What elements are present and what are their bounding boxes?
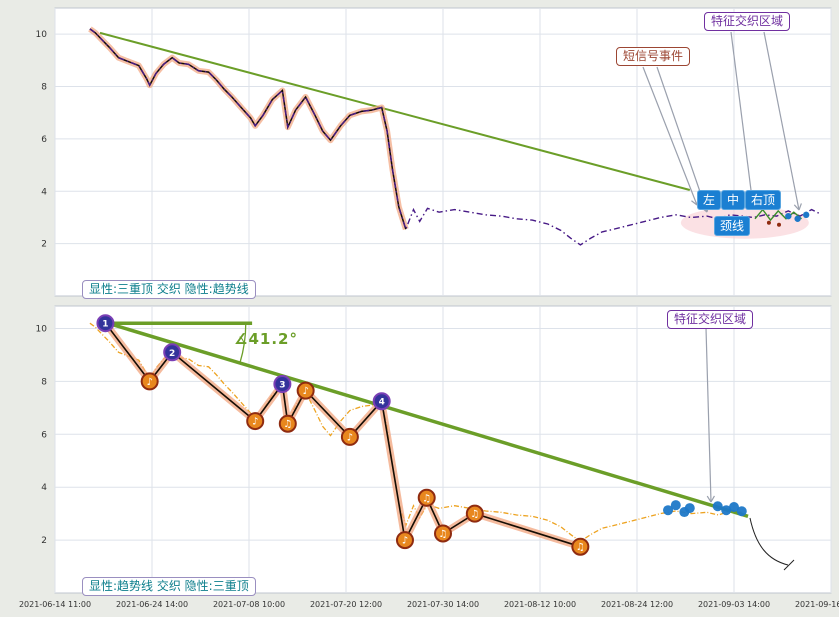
note-marker: ♪ (246, 412, 265, 431)
y-tick-label: 10 (36, 30, 48, 40)
svg-text:♪: ♪ (347, 432, 353, 443)
x-tick-label: 2021-07-30 14:00 (407, 600, 479, 609)
pivot-marker-4: 4 (372, 392, 391, 411)
note-marker: ♫ (434, 524, 452, 543)
annotation-arrow (656, 66, 708, 213)
pattern-mark (777, 222, 782, 227)
trend-line-bottom (107, 321, 749, 518)
middle-top-button[interactable]: 中 (721, 190, 746, 210)
svg-text:♪: ♪ (402, 536, 408, 547)
intersection-dot (712, 501, 723, 512)
note-marker: ♪ (296, 381, 315, 400)
angle-annotation: ∡41.2° (234, 330, 298, 348)
svg-text:♫: ♫ (422, 493, 431, 504)
neckline-button[interactable]: 颈线 (714, 216, 751, 236)
note-marker: ♫ (278, 414, 297, 433)
price-line-raw (89, 28, 820, 246)
y-tick-label: 4 (41, 187, 47, 197)
pivot-marker-1: 1 (96, 314, 115, 333)
svg-text:♪: ♪ (302, 386, 308, 397)
x-tick-label: 2021-08-12 10:00 (504, 600, 576, 609)
x-tick-label: 2021-08-24 12:00 (601, 600, 673, 609)
intersection-dot (670, 500, 681, 511)
bottom-chart-caption: 显性:趋势线 交织 隐性:三重顶 (82, 577, 256, 596)
y-tick-label: 8 (41, 377, 47, 387)
intersection-dot (721, 505, 732, 516)
pattern-dot (802, 211, 810, 219)
angle-arc (239, 323, 247, 364)
svg-text:4: 4 (379, 398, 385, 408)
annotation-arrow (730, 31, 754, 207)
x-tick-label: 2021-07-08 10:00 (213, 600, 285, 609)
note-marker: ♪ (340, 427, 359, 446)
trend-line-top (99, 31, 691, 191)
svg-text:♪: ♪ (146, 377, 152, 388)
y-tick-label: 4 (41, 483, 47, 493)
svg-text:♫: ♫ (283, 419, 292, 430)
svg-text:♫: ♫ (576, 542, 585, 553)
y-tick-label: 10 (36, 324, 48, 334)
y-tick-label: 2 (41, 536, 47, 546)
intersection-dot (736, 506, 747, 517)
x-tick-label: 2021-09-16 11:00 (795, 600, 839, 609)
top-chart-caption: 显性:三重顶 交织 隐性:趋势线 (82, 280, 256, 299)
svg-text:♫: ♫ (470, 509, 479, 520)
pattern-mark (766, 220, 771, 225)
note-marker: ♪ (395, 531, 414, 550)
annotation-arrow (705, 327, 712, 503)
x-tick-label: 2021-06-24 14:00 (116, 600, 188, 609)
left-top-button[interactable]: 左 (697, 190, 722, 210)
price-line-orange (89, 322, 742, 543)
intersection-dot (729, 502, 739, 513)
pointer-curve (749, 517, 789, 566)
svg-text:3: 3 (279, 381, 285, 391)
pattern-dot (794, 215, 801, 222)
note-marker: ♫ (417, 488, 436, 507)
pivot-marker-2: 2 (163, 343, 182, 362)
note-marker: ♫ (571, 537, 590, 556)
svg-text:2: 2 (169, 349, 175, 359)
note-marker: ♪ (140, 372, 159, 391)
y-tick-label: 6 (41, 135, 47, 145)
note-marker: ♫ (465, 504, 484, 523)
feature-zone-label-bottom: 特征交织区域 (667, 310, 754, 329)
svg-text:1: 1 (102, 320, 108, 330)
intersection-dot (684, 503, 695, 514)
pivot-marker-3: 3 (273, 375, 292, 394)
svg-text:♪: ♪ (252, 417, 258, 428)
y-tick-label: 6 (41, 430, 47, 440)
pointer-curve-tick (783, 559, 795, 571)
x-tick-label: 2021-06-14 11:00 (19, 600, 91, 609)
bottom-chart: 2021-06-14 11:00 2021-06-24 14:00 2021-07-… (19, 305, 839, 609)
y-tick-label: 2 (41, 240, 47, 250)
right-top-button[interactable]: 右顶 (745, 190, 782, 210)
x-tick-label: 2021-09-03 14:00 (698, 600, 770, 609)
x-tick-label: 2021-07-20 12:00 (310, 600, 382, 609)
annotation-arrow (642, 66, 698, 206)
feature-zone-label-top: 特征交织区域 (704, 12, 791, 31)
svg-text:♫: ♫ (439, 529, 448, 540)
top-chart: 2 4 6 8 10 (36, 7, 832, 297)
intersection-dot (663, 505, 674, 516)
annotation-arrow (763, 31, 800, 211)
y-tick-label: 8 (41, 83, 47, 93)
sms-signal-event-label: 短信号事件 (616, 47, 691, 66)
pattern-dot (785, 212, 792, 220)
